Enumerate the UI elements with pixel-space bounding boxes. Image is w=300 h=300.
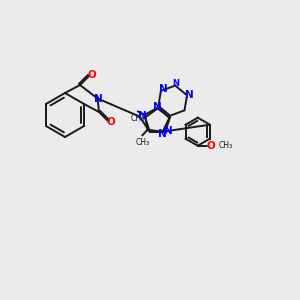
Text: N: N — [94, 94, 103, 103]
Text: CH₃: CH₃ — [131, 114, 145, 123]
Text: CH₃: CH₃ — [219, 141, 233, 150]
Text: N: N — [173, 79, 180, 88]
Text: N: N — [158, 129, 167, 139]
Text: N: N — [158, 84, 167, 94]
Text: CH₃: CH₃ — [135, 138, 149, 147]
Text: N: N — [184, 90, 194, 100]
Text: O: O — [107, 117, 116, 127]
Text: N: N — [164, 126, 172, 136]
Text: N: N — [153, 101, 162, 112]
Text: N: N — [138, 112, 146, 122]
Text: O: O — [206, 141, 215, 151]
Text: O: O — [88, 70, 96, 80]
